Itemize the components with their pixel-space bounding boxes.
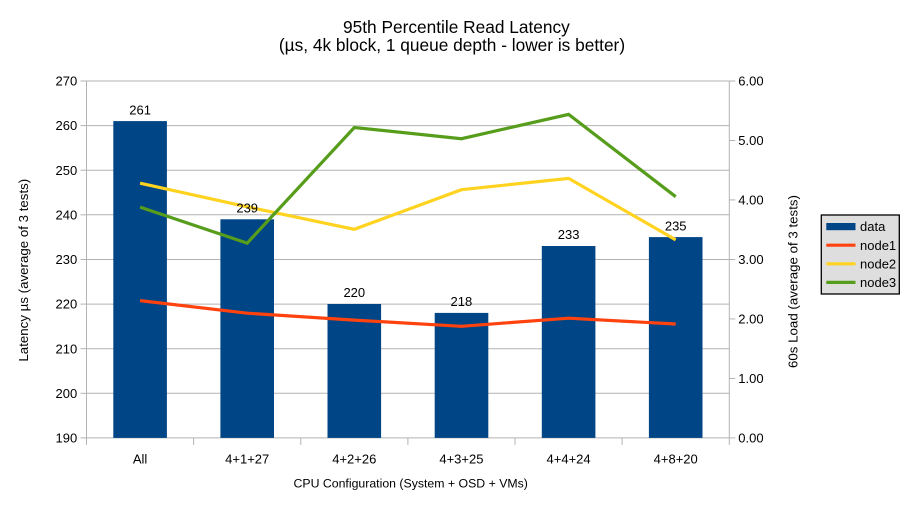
svg-text:CPU Configuration (System + OS: CPU Configuration (System + OSD + VMs) [293, 477, 527, 491]
svg-text:4+8+20: 4+8+20 [654, 451, 698, 466]
svg-text:200: 200 [55, 386, 77, 401]
svg-text:4.00: 4.00 [738, 193, 763, 208]
svg-text:4+3+25: 4+3+25 [439, 451, 483, 466]
svg-text:233: 233 [558, 227, 580, 242]
svg-text:230: 230 [55, 252, 77, 267]
svg-text:6.00: 6.00 [738, 74, 763, 89]
svg-text:node1: node1 [860, 238, 896, 253]
svg-text:3.00: 3.00 [738, 252, 763, 267]
svg-text:4+4+24: 4+4+24 [547, 451, 591, 466]
svg-text:220: 220 [343, 285, 365, 300]
svg-text:4+1+27: 4+1+27 [225, 451, 269, 466]
svg-text:235: 235 [665, 218, 687, 233]
svg-text:60s Load (average of 3 tests): 60s Load (average of 3 tests) [786, 195, 801, 368]
svg-text:5.00: 5.00 [738, 133, 763, 148]
svg-text:218: 218 [451, 294, 473, 309]
svg-text:All: All [133, 451, 148, 466]
svg-text:node2: node2 [860, 256, 896, 271]
svg-text:0.00: 0.00 [738, 431, 763, 446]
svg-text:Latency µs (average of 3 tests: Latency µs (average of 3 tests) [16, 179, 31, 362]
svg-text:4+2+26: 4+2+26 [332, 451, 376, 466]
svg-text:210: 210 [55, 341, 77, 356]
svg-text:node3: node3 [860, 275, 896, 290]
svg-text:(µs, 4k block, 1 queue depth -: (µs, 4k block, 1 queue depth - lower is … [279, 35, 625, 55]
svg-text:261: 261 [129, 102, 151, 117]
svg-text:2.00: 2.00 [738, 312, 763, 327]
svg-text:data: data [860, 219, 886, 234]
svg-text:95th Percentile Read Latency: 95th Percentile Read Latency [343, 17, 570, 37]
svg-text:1.00: 1.00 [738, 371, 763, 386]
svg-text:260: 260 [55, 118, 77, 133]
svg-text:190: 190 [55, 431, 77, 446]
svg-text:250: 250 [55, 163, 77, 178]
svg-text:240: 240 [55, 207, 77, 222]
svg-text:220: 220 [55, 297, 77, 312]
svg-text:270: 270 [55, 74, 77, 89]
svg-text:239: 239 [236, 201, 258, 216]
